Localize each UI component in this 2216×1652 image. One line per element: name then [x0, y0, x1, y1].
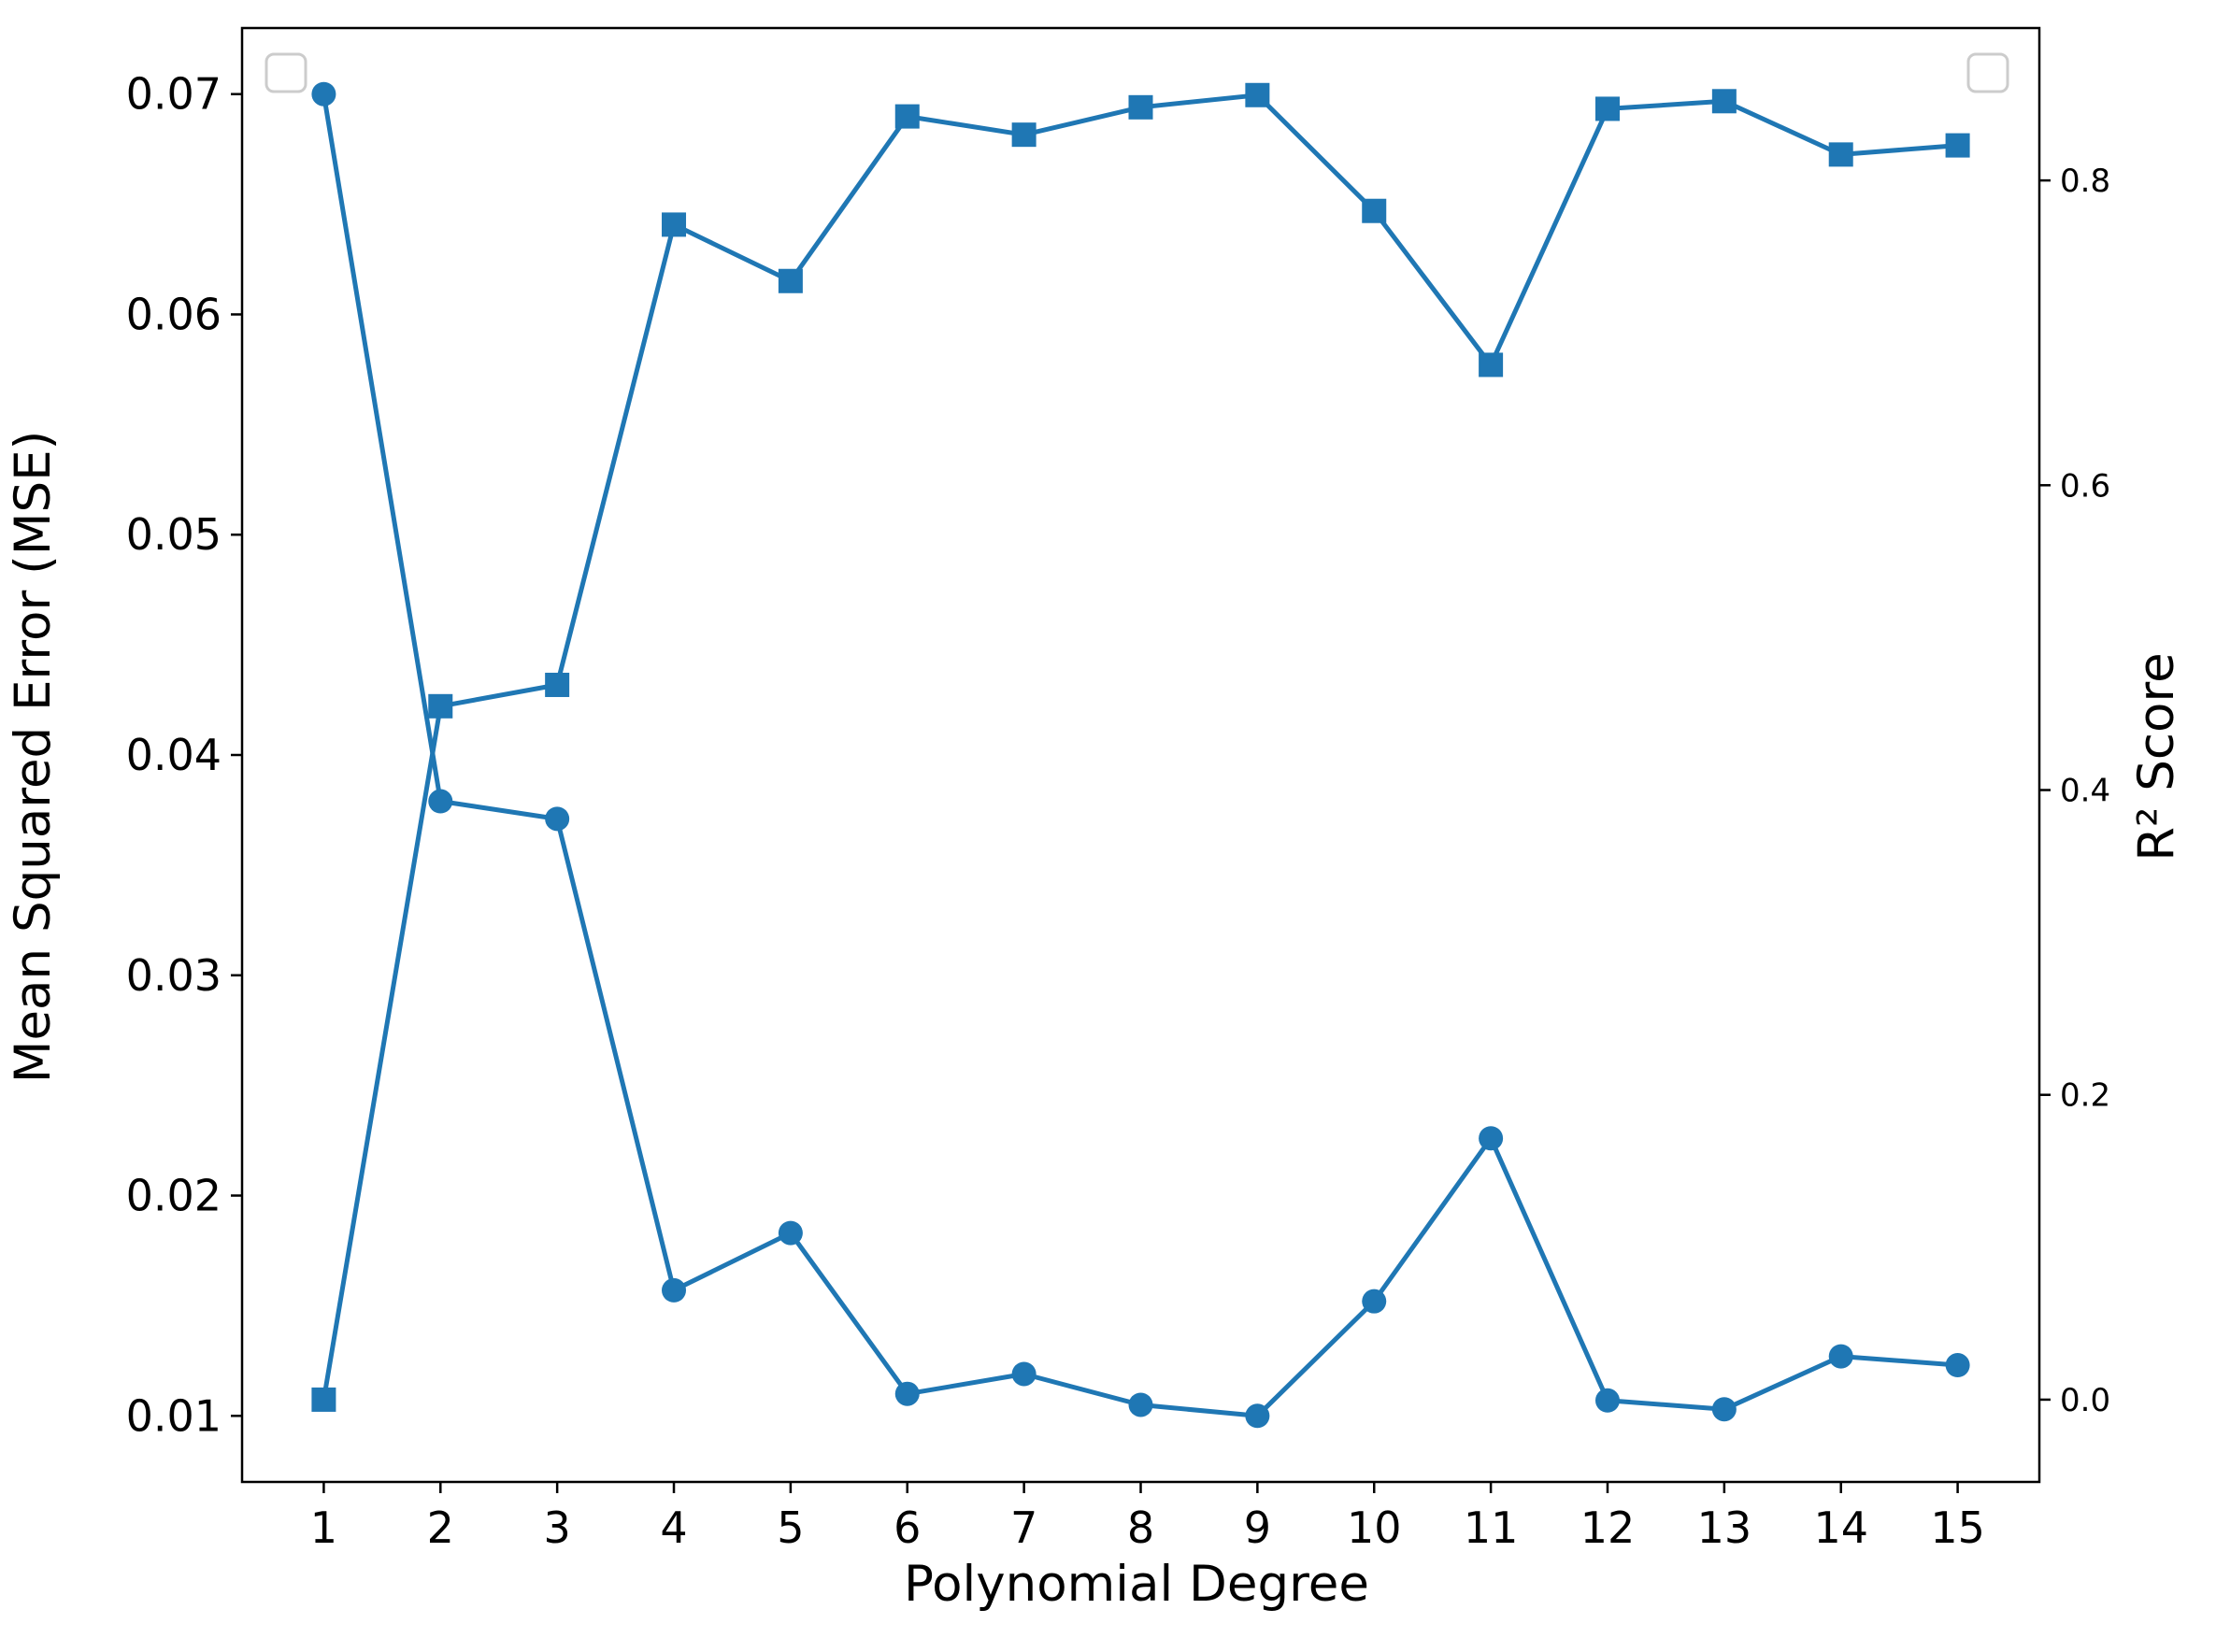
r2-score-point	[778, 268, 803, 293]
x-tick-label: 3	[544, 1502, 571, 1553]
r2-score-point	[662, 212, 687, 237]
x-tick-label: 15	[1930, 1502, 1985, 1553]
r2-score-point	[1594, 96, 1620, 121]
r2-score-point	[545, 672, 570, 697]
x-tick-label: 4	[660, 1502, 687, 1553]
r2-score-point	[1828, 142, 1853, 167]
y-tick-label: 0.02	[126, 1171, 222, 1221]
x-tick-label: 7	[1010, 1502, 1037, 1553]
mse-point	[1479, 1126, 1504, 1151]
axes-layer: 1 2 3 4 5 6 7 8 9 10 11 12 13 14 150.010.020.030.040.0…	[126, 69, 2111, 1553]
x-tick-label: 1	[310, 1502, 337, 1553]
y-tick-label: 0.04	[126, 730, 222, 780]
mse-point	[1828, 1344, 1853, 1369]
y2-tick-label: 0.4	[2060, 773, 2110, 810]
x-tick-label: 9	[1244, 1502, 1271, 1553]
r2-score-point	[1128, 94, 1153, 120]
x-axis-title: Polynomial Degree	[904, 1556, 1369, 1613]
x-tick-label: 6	[894, 1502, 921, 1553]
r2-score-point	[1011, 122, 1037, 148]
mse-point	[662, 1277, 687, 1303]
x-tick-label: 12	[1580, 1502, 1636, 1553]
mse-point	[1128, 1392, 1153, 1417]
y-tick-label: 0.06	[126, 289, 222, 339]
y2-tick-label: 0.0	[2060, 1382, 2110, 1419]
r2-score-point	[1362, 198, 1387, 223]
mse-point	[428, 789, 453, 814]
r2-score-point	[1479, 352, 1504, 377]
mse-series-line	[321, 93, 1958, 1418]
x-tick-label: 11	[1464, 1502, 1519, 1553]
r2-score-point	[311, 1387, 336, 1412]
legend-left-box	[264, 52, 307, 93]
marks-layer	[311, 81, 1970, 1429]
y2-tick-label: 0.6	[2060, 467, 2110, 505]
x-tick-label: 2	[427, 1502, 454, 1553]
y2-tick-label: 0.8	[2060, 163, 2110, 200]
y2-axis-title: R² Score	[2128, 652, 2185, 861]
mse-point	[545, 806, 570, 832]
r2-score-point	[1945, 133, 1970, 158]
mse-point	[1711, 1397, 1737, 1422]
mse-point	[1011, 1361, 1037, 1387]
mse-point	[1362, 1289, 1387, 1314]
y-tick-label: 0.05	[126, 509, 222, 560]
r2-score-point	[428, 693, 453, 719]
mse-point	[1945, 1353, 1970, 1378]
r2-score-point	[1711, 89, 1737, 114]
x-tick-label: 10	[1347, 1502, 1402, 1553]
y-axis-title: Mean Squared Error (MSE)	[5, 431, 62, 1084]
x-tick-label: 14	[1813, 1502, 1868, 1553]
legend-right-box	[1966, 52, 2009, 93]
mse-point	[311, 81, 336, 107]
y-tick-label: 0.01	[126, 1390, 222, 1441]
mse-point	[894, 1381, 920, 1406]
x-tick-label: 13	[1697, 1502, 1752, 1553]
x-tick-label: 5	[777, 1502, 804, 1553]
r2-score-series-line	[321, 93, 1958, 1401]
plot-frame	[240, 26, 2041, 1484]
mse-point	[778, 1220, 803, 1246]
mse-point	[1245, 1403, 1270, 1429]
mse-point	[1594, 1388, 1620, 1413]
y2-tick-label: 0.2	[2060, 1077, 2110, 1115]
x-tick-label: 8	[1127, 1502, 1154, 1553]
y-tick-label: 0.07	[126, 69, 222, 120]
y-tick-label: 0.03	[126, 950, 222, 1001]
r2-score-point	[894, 104, 920, 129]
r2-score-point	[1245, 82, 1270, 107]
